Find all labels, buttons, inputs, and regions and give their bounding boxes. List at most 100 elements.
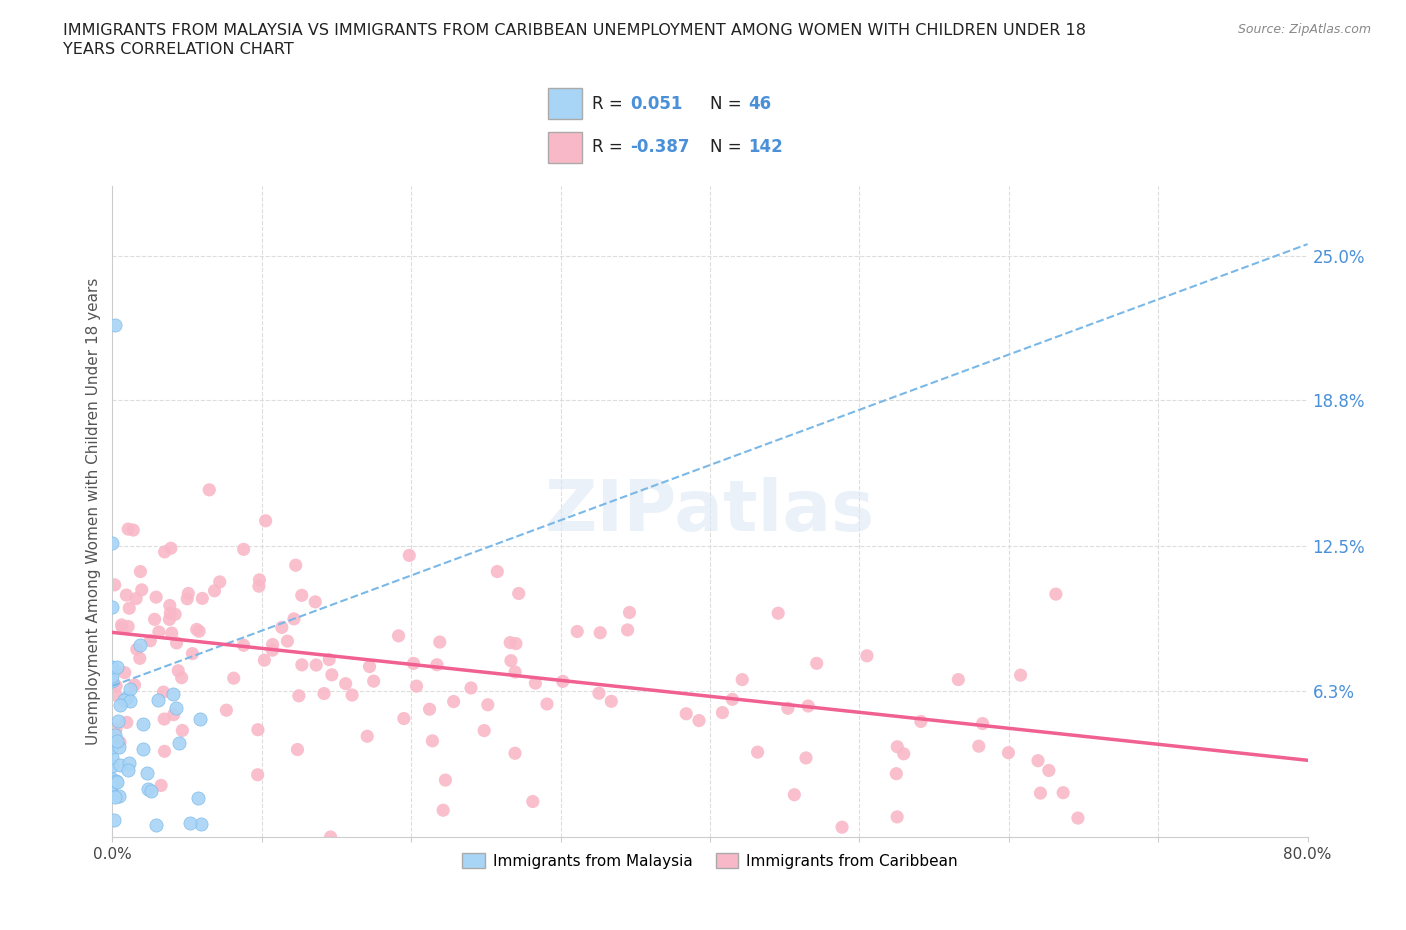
Point — [150, 778, 173, 793]
Point — [616, 622, 638, 637]
Point — [159, 598, 181, 613]
Point — [131, 716, 153, 731]
Point — [247, 578, 270, 593]
Point — [524, 676, 547, 691]
Point — [148, 693, 170, 708]
Point — [110, 758, 132, 773]
Text: 142: 142 — [748, 139, 783, 156]
Point — [856, 648, 879, 663]
Point — [434, 773, 457, 788]
Point — [291, 658, 314, 672]
Point — [721, 692, 744, 707]
Point — [125, 642, 148, 657]
Point — [101, 659, 124, 674]
Point — [104, 578, 127, 592]
Point — [153, 711, 176, 726]
Text: ZIPatlas: ZIPatlas — [546, 477, 875, 546]
Point — [472, 724, 495, 738]
Point — [204, 583, 226, 598]
Point — [460, 681, 482, 696]
Point — [886, 809, 908, 824]
Point — [118, 694, 141, 709]
Point — [190, 817, 212, 831]
Point — [253, 653, 276, 668]
FancyBboxPatch shape — [548, 88, 582, 119]
Point — [139, 633, 162, 648]
Text: R =: R = — [592, 95, 627, 113]
Point — [104, 728, 127, 743]
Point — [776, 701, 799, 716]
Point — [291, 588, 314, 603]
Point — [508, 586, 530, 601]
Point — [103, 812, 125, 827]
Point — [505, 636, 527, 651]
Point — [128, 638, 150, 653]
Point — [359, 659, 381, 674]
Point — [1052, 785, 1074, 800]
Point — [179, 816, 201, 830]
Point — [104, 774, 127, 789]
Point — [122, 523, 145, 538]
Point — [153, 544, 176, 559]
Point — [132, 741, 155, 756]
Point — [107, 713, 129, 728]
Point — [101, 758, 124, 773]
Text: 46: 46 — [748, 95, 772, 113]
Point — [128, 651, 150, 666]
Y-axis label: Unemployment Among Women with Children Under 18 years: Unemployment Among Women with Children U… — [86, 278, 101, 745]
Point — [159, 605, 181, 620]
Point — [246, 767, 269, 782]
Point — [117, 522, 139, 537]
Point — [118, 601, 141, 616]
Point — [157, 612, 180, 627]
Point — [167, 736, 190, 751]
Point — [283, 611, 305, 626]
Text: IMMIGRANTS FROM MALAYSIA VS IMMIGRANTS FROM CARIBBEAN UNEMPLOYMENT AMONG WOMEN W: IMMIGRANTS FROM MALAYSIA VS IMMIGRANTS F… — [63, 23, 1087, 38]
Point — [304, 594, 326, 609]
Point — [806, 656, 828, 671]
Point — [177, 586, 200, 601]
Point — [181, 646, 204, 661]
Point — [246, 723, 269, 737]
Point — [284, 558, 307, 573]
Point — [101, 669, 124, 684]
Point — [312, 686, 335, 701]
Point — [162, 707, 184, 722]
Point — [443, 694, 465, 709]
Point — [143, 612, 166, 627]
Point — [105, 775, 128, 790]
Legend: Immigrants from Malaysia, Immigrants from Caribbean: Immigrants from Malaysia, Immigrants fro… — [456, 846, 965, 875]
Point — [477, 698, 499, 712]
Point — [117, 619, 139, 634]
Point — [118, 756, 141, 771]
Point — [111, 620, 134, 635]
Point — [910, 714, 932, 729]
Point — [675, 706, 697, 721]
Point — [188, 711, 211, 726]
Point — [711, 705, 734, 720]
Point — [422, 734, 444, 749]
Point — [321, 668, 343, 683]
Point — [160, 626, 183, 641]
Point — [340, 687, 363, 702]
Point — [115, 715, 138, 730]
Point — [1026, 753, 1049, 768]
Point — [398, 548, 420, 563]
Point — [101, 535, 124, 550]
Point — [254, 513, 277, 528]
Point — [125, 591, 148, 606]
FancyBboxPatch shape — [548, 132, 582, 163]
Point — [136, 765, 159, 780]
Point — [426, 658, 449, 672]
Point — [198, 483, 221, 498]
Point — [186, 622, 208, 637]
Point — [191, 591, 214, 605]
Point — [270, 620, 292, 635]
Point — [105, 659, 128, 674]
Point — [499, 653, 522, 668]
Point — [208, 575, 231, 590]
Point — [997, 745, 1019, 760]
Point — [115, 588, 138, 603]
Point — [167, 663, 190, 678]
Point — [110, 618, 132, 632]
